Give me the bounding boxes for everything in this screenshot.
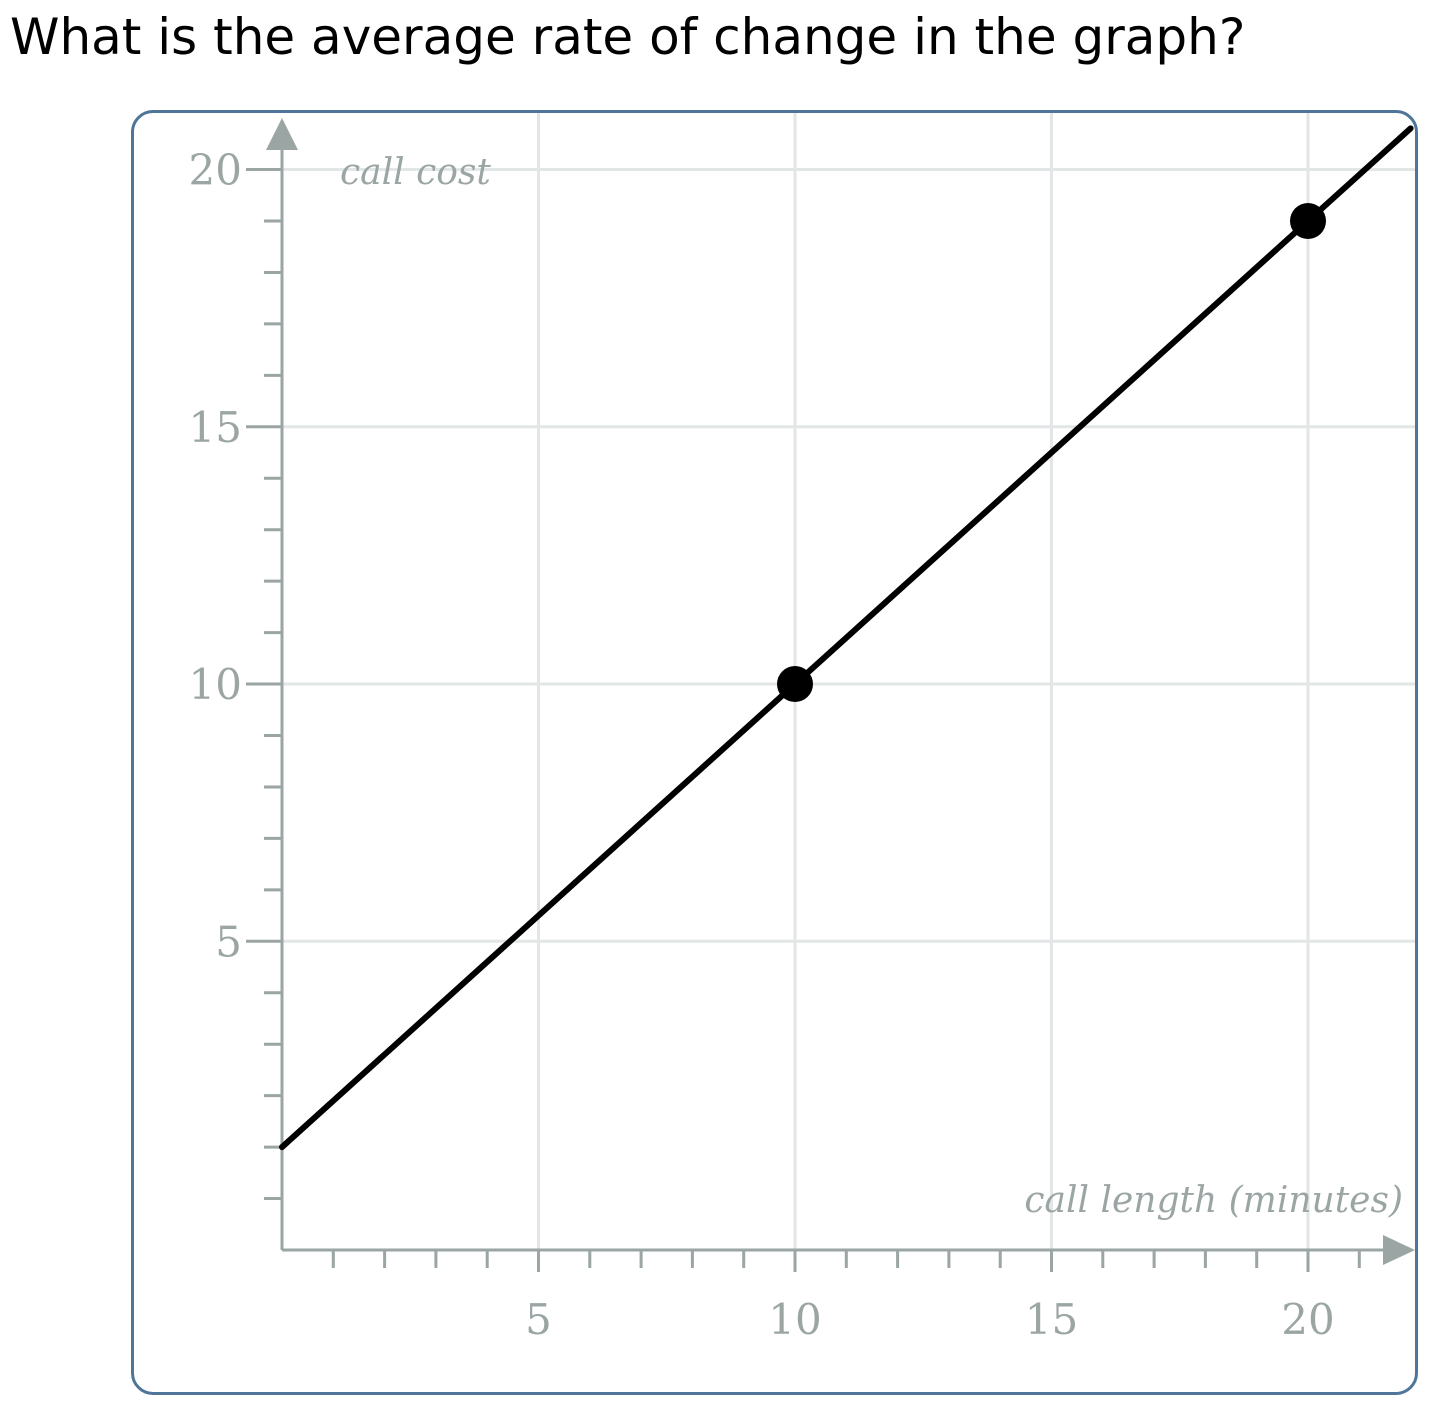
y-tick-label: 20: [189, 146, 242, 195]
data-point: [777, 666, 813, 703]
chart-frame: [131, 110, 1418, 1395]
x-axis-title: call length (minutes): [1024, 1180, 1403, 1221]
y-tick-label: 15: [189, 403, 242, 452]
question-text: What is the average rate of change in th…: [10, 8, 1246, 66]
x-tick-label: 10: [768, 1295, 821, 1344]
data-point: [1290, 203, 1326, 239]
y-axis-title: call cost: [340, 152, 491, 193]
x-tick-label: 20: [1281, 1295, 1334, 1344]
x-axis-arrow: [1383, 1235, 1415, 1265]
y-tick-label: 5: [215, 917, 242, 966]
series-line: [279, 125, 1414, 1151]
y-axis-arrow: [266, 118, 298, 150]
y-tick-label: 10: [189, 660, 242, 709]
x-tick-label: 15: [1025, 1295, 1078, 1344]
x-tick-label: 5: [525, 1295, 552, 1344]
